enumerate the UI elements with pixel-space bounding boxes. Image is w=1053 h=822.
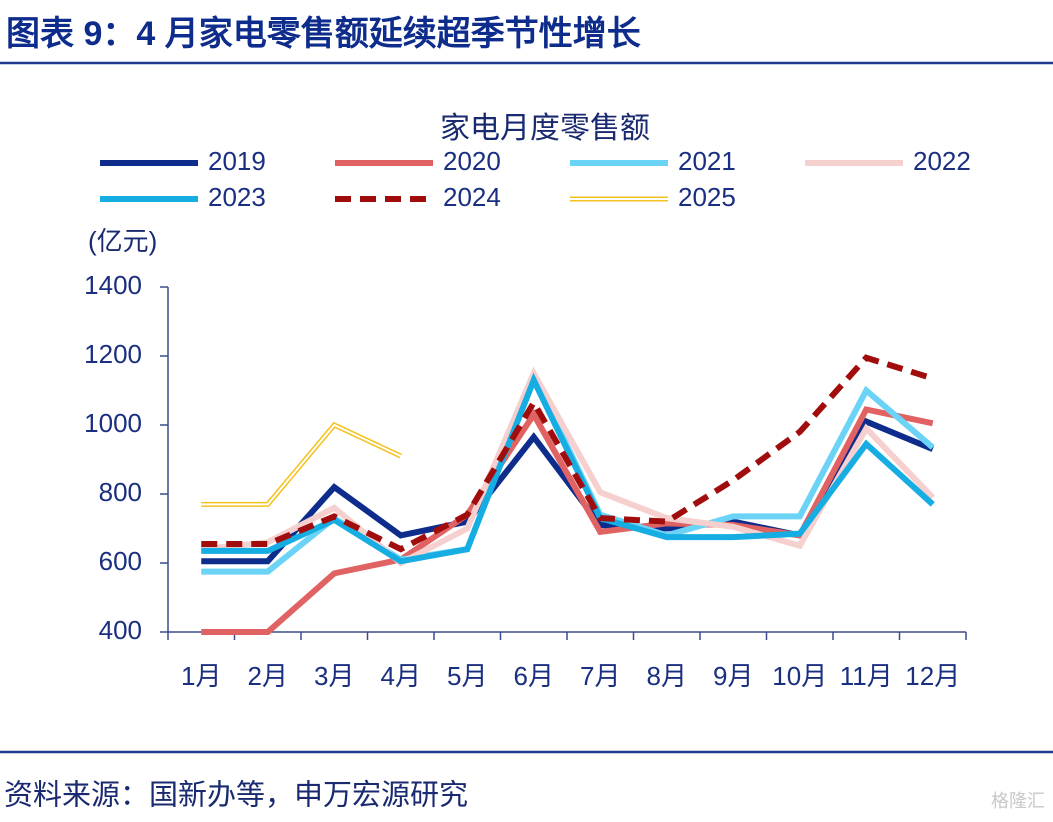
x-tick-label: 9月 — [713, 661, 753, 691]
y-tick-label: 1400 — [84, 270, 142, 300]
x-tick-label: 4月 — [381, 661, 421, 691]
legend-label: 2020 — [443, 146, 501, 176]
y-tick-label: 1200 — [84, 339, 142, 369]
watermark: 格隆汇 — [991, 791, 1045, 811]
legend-label: 2019 — [208, 146, 266, 176]
legend-label: 2022 — [913, 146, 971, 176]
series-line-inner — [201, 423, 402, 506]
series-line — [200, 366, 935, 567]
y-tick-label: 800 — [99, 477, 142, 507]
legend-label: 2023 — [208, 182, 266, 212]
y-axis-label: (亿元) — [88, 226, 157, 256]
y-tick-label: 400 — [99, 615, 142, 645]
x-tick-label: 10月 — [772, 661, 827, 691]
x-tick-label: 6月 — [514, 661, 554, 691]
legend-label: 2021 — [678, 146, 736, 176]
chart-title: 家电月度零售额 — [440, 112, 650, 145]
x-tick-label: 3月 — [314, 661, 354, 691]
header-title: 图表 9：4 月家电零售额延续超季节性增长 — [6, 15, 641, 53]
legend-label: 2024 — [443, 182, 501, 212]
x-tick-label: 7月 — [580, 661, 620, 691]
series-line — [201, 354, 934, 553]
y-tick-label: 600 — [99, 546, 142, 576]
y-tick-label: 1000 — [84, 408, 142, 438]
source: 资料来源：国新办等，申万宏源研究 — [4, 779, 468, 812]
x-tick-label: 12月 — [905, 661, 960, 691]
x-tick-label: 5月 — [447, 661, 487, 691]
x-tick-label: 8月 — [647, 661, 687, 691]
x-tick-label: 11月 — [840, 661, 893, 691]
x-tick-label: 2月 — [248, 661, 288, 691]
legend-label: 2025 — [678, 182, 736, 212]
x-tick-label: 1月 — [181, 661, 221, 691]
series-line — [201, 372, 935, 565]
